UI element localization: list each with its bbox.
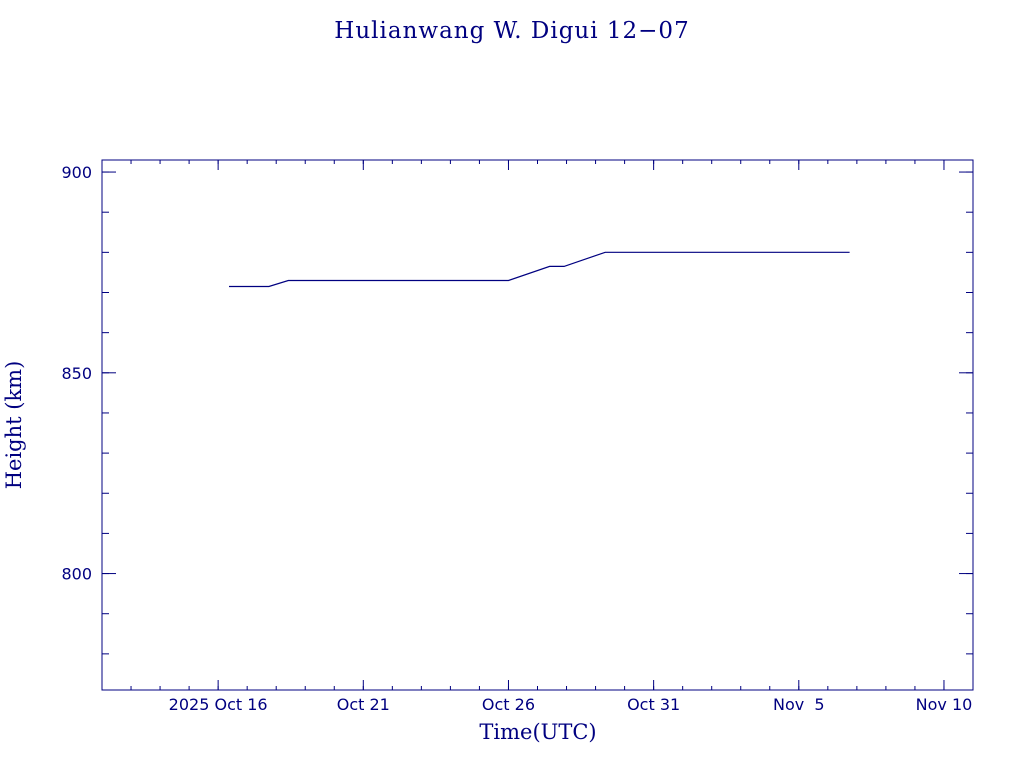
y-axis-ticks: 800 850 900 (61, 163, 973, 584)
y-tick-label: 850 (61, 364, 92, 383)
series-line (229, 251, 850, 288)
x-tick-label: Oct 26 (482, 695, 535, 714)
x-tick-label: Oct 21 (337, 695, 390, 714)
y-axis-label: Height (km) (2, 361, 26, 490)
plot-frame (101, 159, 974, 691)
chart-title: Hulianwang W. Digui 12−07 (334, 18, 689, 44)
x-axis-label: Time(UTC) (479, 720, 596, 744)
minor-ticks (102, 160, 973, 690)
x-tick-label: Nov 5 (773, 695, 825, 714)
x-axis-ticks: 2025 Oct 16 Oct 21 Oct 26 Oct 31 Nov 5 Nov 10 (169, 160, 973, 714)
x-tick-label: Oct 31 (627, 695, 680, 714)
x-tick-label: Nov 10 (916, 695, 973, 714)
y-tick-label: 900 (61, 163, 92, 182)
x-tick-label: 2025 Oct 16 (169, 695, 268, 714)
series-layer (229, 251, 850, 288)
y-tick-label: 800 (61, 565, 92, 584)
